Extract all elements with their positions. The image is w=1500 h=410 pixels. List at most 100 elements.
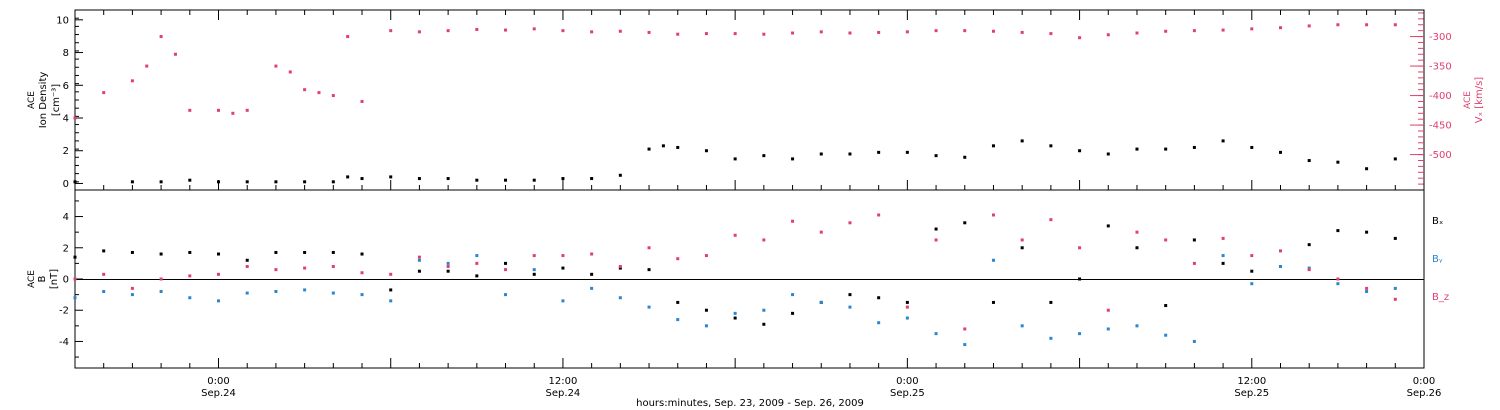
- bottom-point-by: [217, 299, 221, 303]
- top-point-density: [1192, 145, 1196, 149]
- bottom-point-bz: [877, 213, 881, 217]
- bottom-point-bz: [791, 219, 795, 223]
- bottom-point-bz: [963, 327, 967, 331]
- top-point-density: [963, 155, 967, 159]
- bottom-point-by: [331, 291, 335, 295]
- top-point-vx: [905, 30, 909, 34]
- top-point-density: [647, 147, 651, 151]
- bottom-point-bx: [1221, 261, 1225, 265]
- top-point-vx: [1336, 23, 1340, 27]
- top-point-density: [561, 177, 565, 181]
- top-panel-frame: [74, 9, 1425, 191]
- top-point-density: [1278, 150, 1282, 154]
- bottom-point-bz: [676, 257, 680, 261]
- bottom-point-bz: [1278, 249, 1282, 253]
- top-point-vx: [317, 91, 321, 95]
- top-point-density: [389, 175, 393, 179]
- bottom-point-by: [1164, 333, 1168, 337]
- bottom-point-bx: [934, 227, 938, 231]
- bottom-point-bz: [1192, 261, 1196, 265]
- bottom-point-bz: [1393, 297, 1397, 301]
- top-y2-tick-label: -450: [1429, 121, 1452, 132]
- top-point-vx: [1307, 24, 1311, 28]
- top-point-vx: [145, 64, 149, 68]
- bottom-point-by: [934, 332, 938, 336]
- x-tick-date-label: Sep.25: [890, 388, 925, 399]
- bottom-point-bz: [733, 233, 737, 237]
- top-point-vx: [73, 116, 77, 120]
- bottom-point-bz: [905, 305, 909, 309]
- bottom-point-bz: [1078, 246, 1082, 250]
- bottom-point-by: [389, 299, 393, 303]
- bottom-point-bx: [762, 322, 766, 326]
- bottom-ylabel-line-3: [nT]: [49, 269, 60, 289]
- top-point-vx: [1278, 26, 1282, 30]
- bottom-point-by: [647, 305, 651, 309]
- bottom-point-bx: [905, 300, 909, 304]
- top-point-vx: [848, 31, 852, 35]
- top-point-density: [303, 180, 307, 184]
- bottom-point-bz: [934, 238, 938, 242]
- top-y2label-line-1: ACE: [1463, 91, 1473, 109]
- top-point-density: [848, 152, 852, 156]
- x-tick-label: 0:00: [207, 376, 229, 387]
- bottom-point-by: [360, 293, 364, 297]
- top-point-vx: [1020, 30, 1024, 34]
- bottom-point-bz: [188, 274, 192, 278]
- legend-bz: B_z: [1432, 292, 1449, 303]
- top-point-vx: [1106, 33, 1110, 37]
- bottom-point-bx: [676, 300, 680, 304]
- bottom-point-bz: [1135, 230, 1139, 234]
- bottom-point-bz: [1020, 238, 1024, 242]
- bottom-point-bz: [274, 268, 278, 272]
- bottom-point-by: [1221, 254, 1225, 258]
- bottom-point-by: [848, 305, 852, 309]
- top-point-density: [159, 180, 163, 184]
- top-point-vx: [934, 29, 938, 33]
- x-tick-date-label: Sep.24: [546, 388, 581, 399]
- top-y2-tick-label: -500: [1429, 150, 1452, 161]
- top-point-density: [934, 154, 938, 158]
- bottom-point-bz: [532, 254, 536, 258]
- bottom-point-bx: [389, 288, 393, 292]
- top-point-vx: [1135, 31, 1139, 35]
- top-y-tick-label: 6: [63, 81, 69, 92]
- bottom-point-bx: [647, 268, 651, 272]
- bottom-point-bx: [791, 311, 795, 315]
- x-axis-ticks: 0:00Sep.2412:00Sep.240:00Sep.2512:00Sep.…: [74, 10, 1441, 399]
- bottom-point-by: [963, 343, 967, 347]
- top-point-vx: [1164, 29, 1168, 33]
- bottom-point-bz: [1365, 286, 1369, 290]
- bottom-point-by: [504, 293, 508, 297]
- top-point-vx: [963, 29, 967, 33]
- top-point-density: [590, 177, 594, 181]
- bottom-ylabel: ACE B [nT]: [27, 269, 60, 289]
- bottom-y-tick-label: 4: [63, 212, 69, 223]
- bottom-point-bz: [1336, 277, 1340, 281]
- top-point-density: [532, 178, 536, 182]
- bottom-point-bx: [1049, 300, 1053, 304]
- top-ylabel-line-3: [cm⁻³]: [51, 84, 62, 116]
- top-point-density: [877, 150, 881, 154]
- bottom-point-bx: [360, 252, 364, 256]
- top-point-vx: [1192, 29, 1196, 33]
- top-point-vx: [762, 32, 766, 36]
- top-point-density: [762, 154, 766, 158]
- bottom-point-bz: [102, 272, 106, 276]
- top-point-density: [1250, 145, 1254, 149]
- bottom-point-bz: [417, 255, 421, 259]
- bottom-point-by: [1135, 324, 1139, 328]
- bottom-point-bz: [504, 268, 508, 272]
- x-tick-label: 0:00: [896, 376, 918, 387]
- bottom-point-bx: [1164, 304, 1168, 308]
- bottom-point-by: [446, 261, 450, 265]
- bottom-point-bz: [991, 213, 995, 217]
- bottom-panel-points: [73, 213, 1397, 347]
- bottom-point-bz: [819, 230, 823, 234]
- bottom-point-bx: [963, 221, 967, 225]
- top-point-density: [245, 180, 249, 184]
- top-point-density: [1393, 157, 1397, 161]
- top-point-density: [905, 150, 909, 154]
- bottom-point-bz: [159, 277, 163, 281]
- top-point-vx: [331, 94, 335, 98]
